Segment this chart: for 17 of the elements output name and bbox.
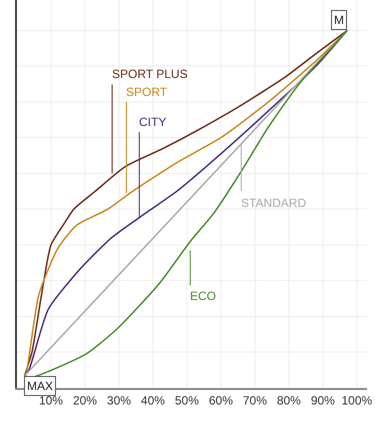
annotation: M <box>334 13 344 27</box>
x-tick-label: 50% <box>174 393 200 408</box>
x-tick-label: 80% <box>276 393 302 408</box>
x-tick-label: 100% <box>341 393 372 408</box>
x-tick-label: 10% <box>38 393 64 408</box>
x-tick-label: 60% <box>208 393 234 408</box>
x-tick-label: 40% <box>140 393 166 408</box>
annotation: SPORT PLUS <box>112 67 188 81</box>
annotation: ECO <box>190 289 216 303</box>
annotation: MAX <box>27 379 54 393</box>
x-tick-label: 90% <box>310 393 336 408</box>
annotation: CITY <box>139 115 166 129</box>
x-tick-label: 70% <box>242 393 268 408</box>
annotation: STANDARD <box>241 196 306 210</box>
x-tick-label: 20% <box>72 393 98 408</box>
x-tick-label: 30% <box>106 393 132 408</box>
annotation: SPORT <box>126 85 168 99</box>
